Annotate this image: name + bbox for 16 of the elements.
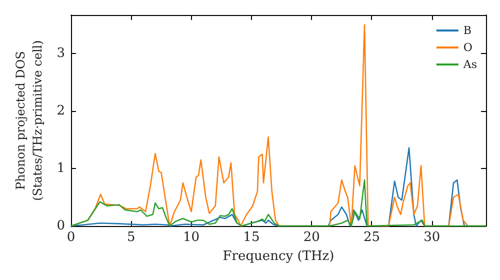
x-tick-label: 10 (183, 230, 200, 245)
x-tick-label: 0 (66, 230, 76, 245)
x-tick-label: 25 (363, 230, 380, 245)
y-tick-label: 1 (56, 161, 65, 176)
legend-label: B (463, 24, 472, 37)
x-axis-title: Frequency (THz) (222, 249, 334, 264)
y-tick-label: 0 (56, 218, 65, 234)
y-tick-label: 3 (56, 46, 65, 62)
y-axis-title: Phonon projected DOS (States/THz·primitive cell) (13, 40, 44, 201)
x-tick-label: 15 (243, 230, 260, 245)
legend-label: As (462, 58, 478, 71)
x-tick-label: 20 (303, 230, 320, 245)
x-tick-label: 5 (127, 230, 136, 245)
x-tick-label: 30 (424, 230, 440, 245)
y-tick-label: 2 (56, 104, 65, 119)
legend-label: O (463, 41, 472, 54)
